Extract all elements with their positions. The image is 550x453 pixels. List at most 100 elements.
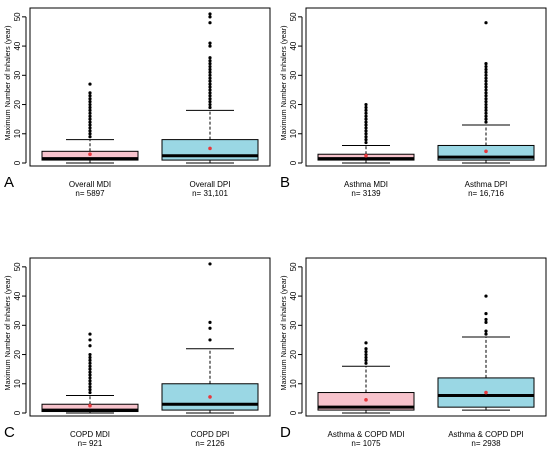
outlier-point [88,390,92,395]
outlier-point [88,382,92,386]
outlier-point [88,332,92,336]
outlier-point [364,105,368,110]
outlier-point [88,358,92,362]
y-tick-label: 50 [289,262,298,271]
outlier-point [88,102,92,107]
y-tick-label: 30 [289,320,298,329]
y-axis-label: Maximum Number of Inhalers (year) [279,275,288,390]
outlier-point [208,15,212,19]
plot-frame [29,7,271,167]
outlier-point [88,97,92,101]
plot-frame [305,7,547,167]
outlier-point [484,105,488,110]
mean-marker [208,395,212,399]
outlier-point [364,350,368,354]
outlier-point [88,370,92,374]
outlier-point [208,41,212,45]
outlier-point [484,97,488,101]
outlier-point [364,123,368,127]
outlier-point [88,352,92,357]
outlier-point [208,79,212,83]
outlier-point [88,364,92,368]
y-tick-label: 10 [289,379,298,388]
outlier-point [484,70,488,74]
outlier-point [484,73,488,77]
outlier-point [208,62,212,66]
y-tick-label: 10 [13,129,22,138]
outlier-point [484,21,488,25]
outlier-point [484,82,488,86]
y-tick-label: 0 [13,410,22,415]
y-tick-label: 50 [289,12,298,21]
outlier-point [484,317,488,322]
sample-size-label: n= 31,101 [192,189,228,198]
y-tick-label: 40 [289,41,298,50]
outlier-point [208,44,212,48]
sample-size-label: n= 16,716 [468,189,504,198]
category-label: Asthma & COPD DPI [448,430,524,439]
outlier-point [88,132,92,136]
outlier-point [208,97,212,101]
outlier-point [364,361,368,365]
outlier-point [88,379,92,383]
y-tick-label: 10 [289,129,298,138]
panel-letter: C [4,424,15,441]
outlier-point [208,326,212,330]
plot-frame [29,257,271,417]
mean-marker [208,146,212,151]
y-tick-label: 50 [13,262,22,271]
outlier-point [88,126,92,130]
outlier-point [364,108,368,112]
mean-marker [88,403,92,408]
outlier-point [88,385,92,389]
outlier-point [364,135,368,139]
mean-marker [364,398,368,402]
sample-size-label: n= 2126 [195,439,225,448]
outlier-point [484,111,488,115]
outlier-point [208,59,212,63]
outlier-point [208,70,212,74]
outlier-point [484,91,488,95]
plot-frame [305,257,547,417]
outlier-point [364,352,368,357]
y-tick-label: 40 [289,291,298,300]
outlier-point [208,94,212,98]
outlier-point [208,262,212,266]
y-tick-label: 20 [289,350,298,359]
y-axis-label: Maximum Number of Inhalers (year) [3,275,12,390]
category-label: Asthma & COPD MDI [328,430,405,439]
outlier-point [364,358,368,362]
outlier-point [88,123,92,127]
outlier-point [88,355,92,360]
panel-letter: A [4,174,14,191]
mean-marker [484,390,488,395]
outlier-point [88,100,92,104]
outlier-point [88,111,92,115]
outlier-point [364,120,368,124]
outlier-point [484,312,488,316]
outlier-point [208,85,212,89]
sample-size-label: n= 2938 [471,439,501,448]
outlier-point [364,138,368,142]
outlier-point [484,320,488,324]
panel-letter: B [280,174,290,191]
outlier-point [484,120,488,124]
category-label: COPD DPI [191,430,230,439]
y-tick-label: 40 [13,291,22,300]
outlier-point [484,67,488,72]
outlier-point [208,73,212,77]
outlier-point [88,120,92,124]
outlier-point [484,108,488,112]
category-label: Overall DPI [190,180,231,189]
outlier-point [88,114,92,118]
outlier-point [364,355,368,360]
outlier-point [484,332,488,336]
outlier-point [208,76,212,80]
sample-size-label: n= 5897 [75,189,105,198]
